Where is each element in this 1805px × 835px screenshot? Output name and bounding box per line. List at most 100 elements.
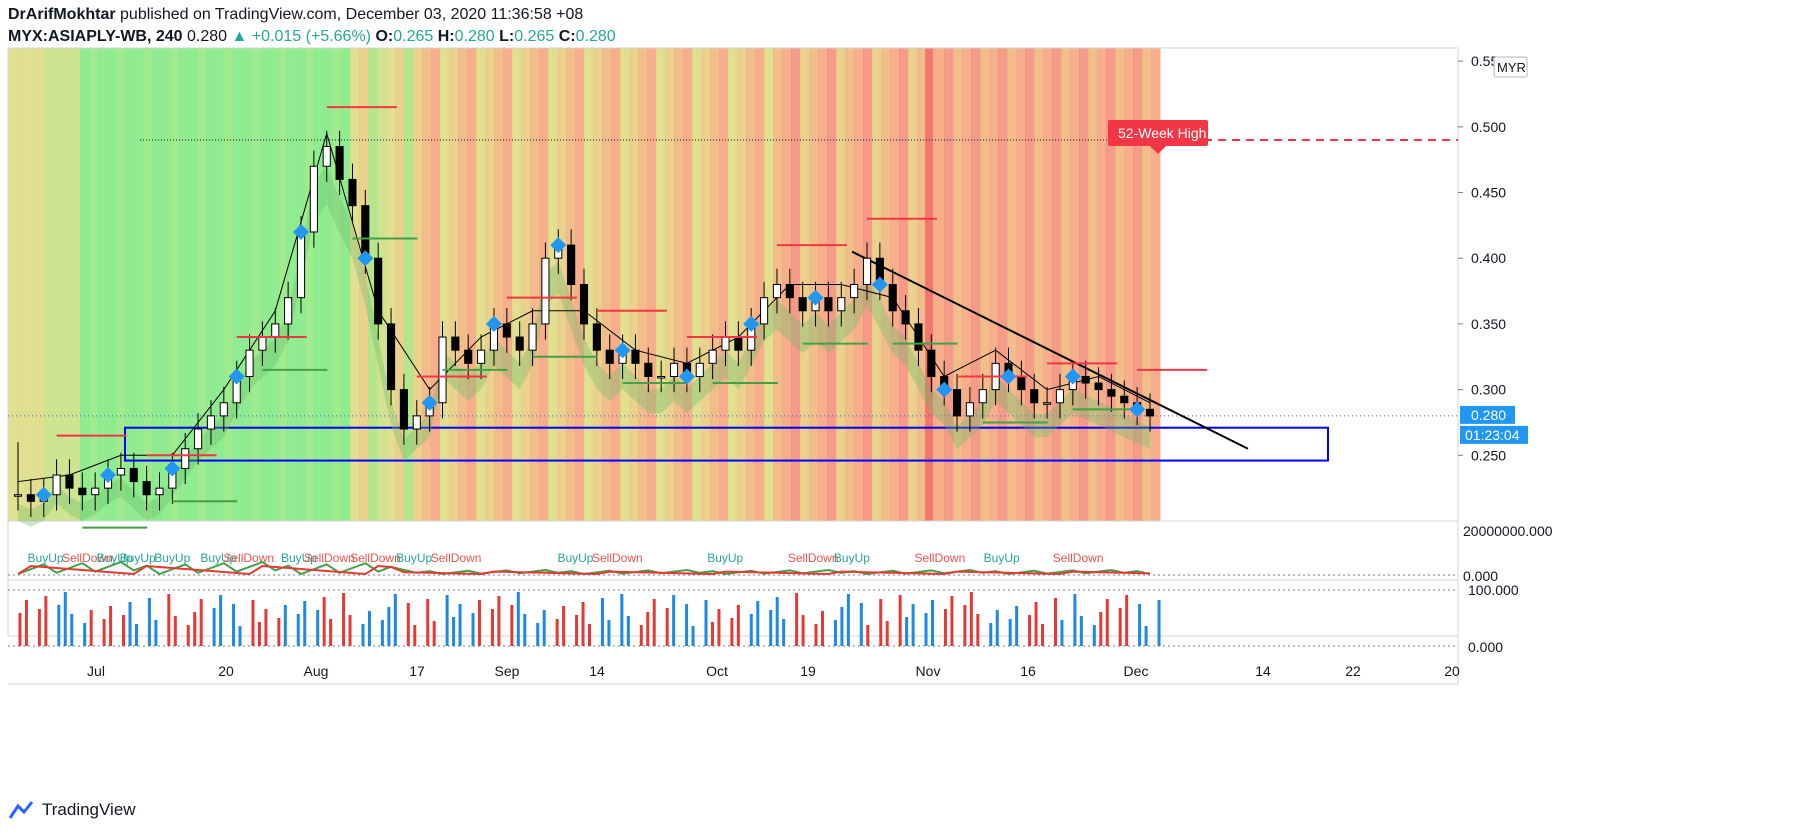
signal-label: BuyUp bbox=[557, 551, 593, 565]
heat-stripe bbox=[341, 48, 351, 521]
y-tick-label: 0.400 bbox=[1471, 250, 1506, 266]
candle-body bbox=[734, 336, 743, 351]
oscillator-bar bbox=[1028, 615, 1032, 646]
oscillator-bar bbox=[905, 617, 909, 646]
heat-stripe bbox=[89, 48, 99, 521]
candle-body bbox=[129, 467, 138, 483]
currency-label: MYR bbox=[1497, 60, 1526, 75]
oscillator-bar bbox=[846, 594, 850, 646]
oscillator-bar bbox=[283, 605, 287, 646]
oscillator-bar bbox=[555, 619, 559, 646]
heat-stripe bbox=[629, 48, 639, 521]
heat-stripe bbox=[962, 48, 972, 521]
heat-stripe bbox=[1061, 48, 1071, 521]
candle-body bbox=[335, 146, 344, 180]
oscillator-bar bbox=[943, 609, 947, 646]
oscillator-bar bbox=[316, 610, 320, 646]
candle-body bbox=[309, 165, 318, 233]
signal-label: BuyUp bbox=[200, 551, 236, 565]
heat-stripe bbox=[206, 48, 216, 521]
oscillator-bar bbox=[542, 610, 546, 646]
oscillator-bar bbox=[626, 616, 630, 646]
oscillator-bar bbox=[523, 614, 527, 646]
heat-stripe bbox=[701, 48, 711, 521]
oscillator-bar bbox=[24, 600, 28, 646]
candle-body bbox=[695, 362, 704, 377]
oscillator-bar bbox=[833, 620, 837, 646]
y-tick-label: 0.500 bbox=[1471, 119, 1506, 135]
heat-stripe bbox=[116, 48, 126, 521]
x-tick-label: 19 bbox=[800, 663, 816, 679]
oscillator-bar bbox=[173, 616, 177, 646]
heat-stripe bbox=[1025, 48, 1035, 521]
heat-stripe bbox=[440, 48, 450, 521]
heat-stripe bbox=[746, 48, 756, 521]
oscillator-bar bbox=[840, 607, 844, 646]
heat-stripe bbox=[17, 48, 27, 521]
oscillator-bar bbox=[775, 597, 779, 646]
heat-stripe bbox=[1088, 48, 1098, 521]
heat-stripe bbox=[683, 48, 693, 521]
candle-body bbox=[798, 297, 807, 312]
oscillator-bar bbox=[477, 600, 481, 646]
signal-label: BuyUp bbox=[28, 551, 64, 565]
heat-stripe bbox=[404, 48, 414, 521]
heat-stripe bbox=[458, 48, 468, 521]
oscillator-bar bbox=[406, 603, 410, 646]
oscillator-bar bbox=[1079, 616, 1083, 646]
heat-stripe bbox=[332, 48, 342, 521]
candle-body bbox=[1107, 389, 1116, 397]
candle-body bbox=[824, 297, 833, 312]
signal-label: SellDown bbox=[592, 551, 643, 565]
author-name[interactable]: DrArifMokhtar bbox=[8, 6, 116, 23]
x-tick-label: Oct bbox=[706, 663, 728, 679]
oscillator-bar bbox=[89, 610, 93, 646]
candle-body bbox=[927, 349, 936, 377]
oscillator-bar bbox=[1034, 602, 1038, 646]
heat-stripe-strong bbox=[925, 48, 933, 521]
candle-body bbox=[605, 349, 614, 364]
oscillator-bar bbox=[885, 621, 889, 646]
oscillator-bar bbox=[232, 604, 236, 646]
close-value: 0.280 bbox=[575, 28, 616, 45]
heat-stripe bbox=[521, 48, 531, 521]
signal-label: BuyUp bbox=[281, 551, 317, 565]
oscillator-bar bbox=[989, 623, 993, 646]
x-tick-label: 20 bbox=[218, 663, 234, 679]
y-tick-label: 0.300 bbox=[1471, 382, 1506, 398]
signal-label: SellDown bbox=[350, 551, 401, 565]
signal-diamond bbox=[1129, 401, 1146, 418]
support-box bbox=[124, 426, 1329, 462]
oscillator-bar bbox=[859, 603, 863, 646]
heat-stripe bbox=[71, 48, 81, 521]
signal-label: BuyUp bbox=[154, 551, 190, 565]
y-tick-label: 0.350 bbox=[1471, 316, 1506, 332]
heat-stripe bbox=[1151, 48, 1161, 521]
heat-stripe bbox=[575, 48, 585, 521]
oscillator-bar bbox=[134, 624, 138, 646]
oscillator-bar bbox=[704, 600, 708, 646]
candle-body bbox=[772, 284, 782, 299]
x-tick-label: 16 bbox=[1020, 663, 1036, 679]
signal-diamond bbox=[743, 315, 760, 332]
candle-body bbox=[245, 349, 254, 377]
oscillator-bar bbox=[756, 601, 760, 646]
oscillator-bar bbox=[497, 596, 501, 646]
heat-stripe bbox=[287, 48, 297, 521]
oscillator-bar bbox=[1015, 606, 1019, 646]
oscillator-bar bbox=[154, 620, 158, 646]
oscillator-bar bbox=[426, 599, 430, 646]
heat-stripe bbox=[1007, 48, 1017, 521]
oscillator-bar bbox=[995, 610, 999, 646]
candle-body bbox=[837, 297, 846, 312]
heat-stripe bbox=[467, 48, 477, 521]
candle-body bbox=[296, 231, 306, 299]
candle-body bbox=[760, 297, 769, 325]
symbol-label[interactable]: MYX:ASIAPLY-WB, 240 bbox=[8, 28, 183, 45]
footer-branding[interactable]: TradingView bbox=[8, 800, 136, 820]
candle-body bbox=[451, 336, 460, 351]
oscillator-bar bbox=[607, 620, 611, 646]
x-tick-label: 14 bbox=[1255, 663, 1271, 679]
candle-body bbox=[567, 244, 576, 285]
